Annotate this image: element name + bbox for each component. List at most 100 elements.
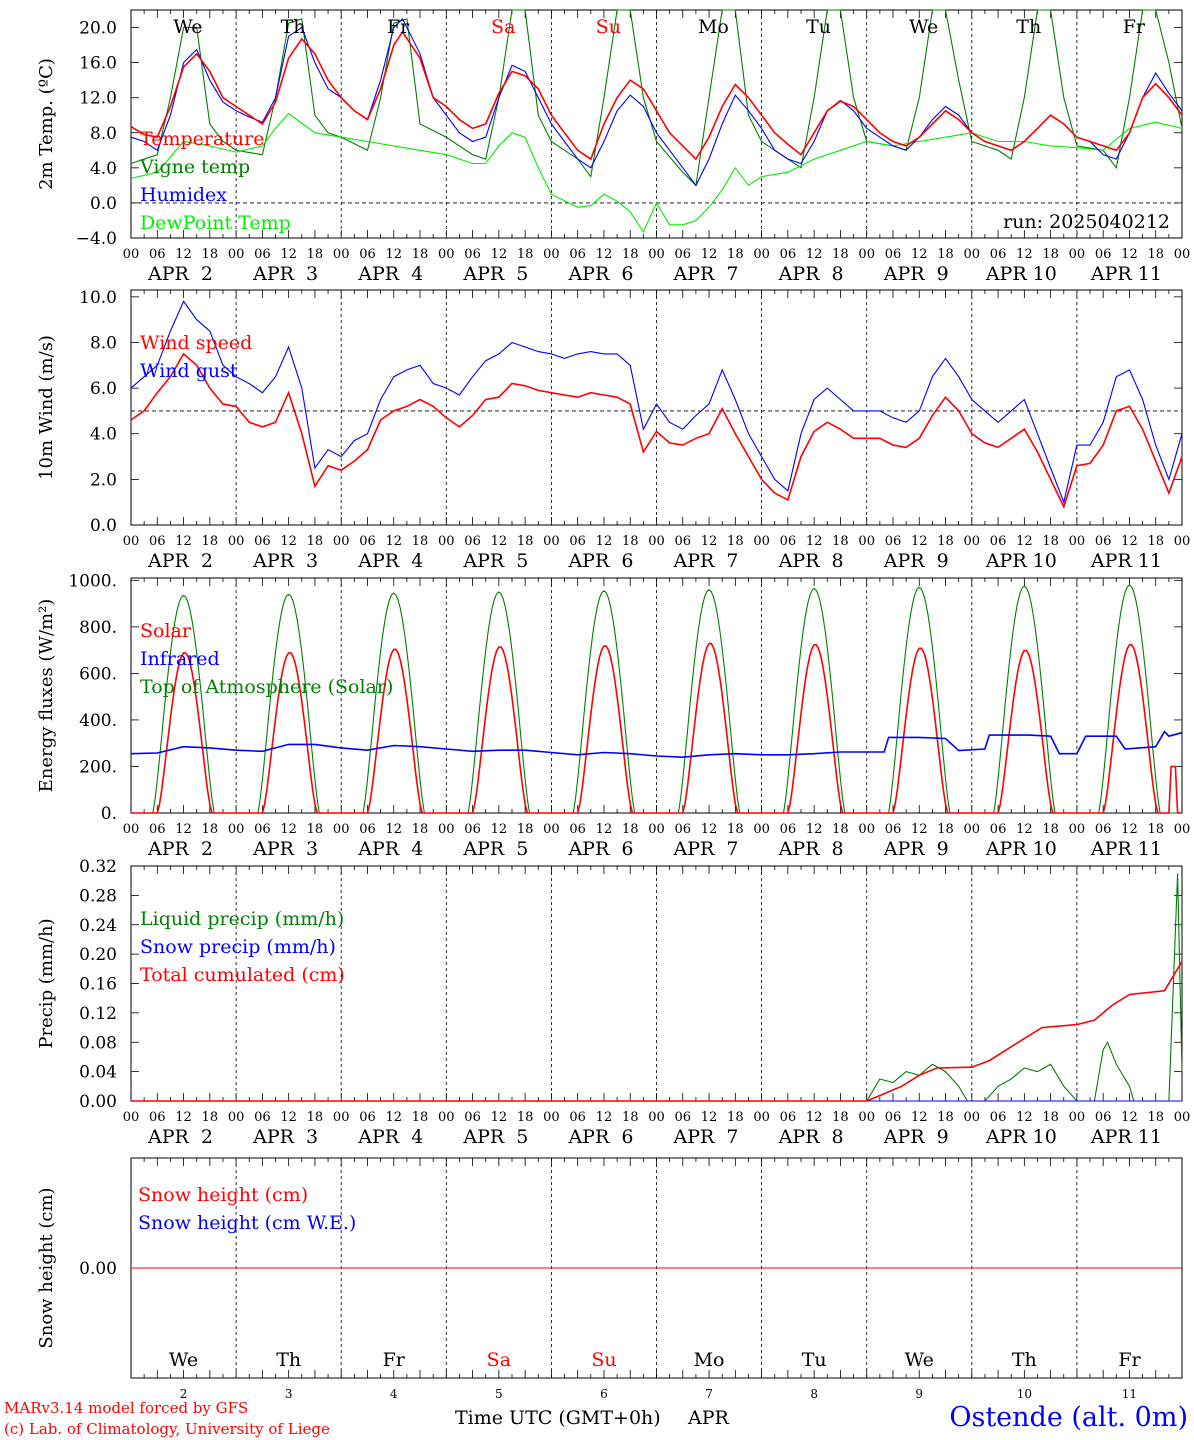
bottom-weekday-label: Fr (1118, 1349, 1141, 1371)
wind-y-tick-label: 0.0 (90, 516, 117, 536)
model-credit: MARv3.14 model forced by GFS (4, 1399, 248, 1417)
energy-x-tick-label: 00 (1069, 822, 1086, 837)
legend-wind-gust: Wind gust (140, 360, 238, 382)
bottom-weekday-label: We (169, 1349, 198, 1371)
wind-x-tick-label: 00 (1069, 534, 1086, 549)
bottom-day-number: 3 (285, 1387, 293, 1401)
wind-x-tick-label: 12 (1121, 534, 1138, 549)
precip-y-tick-label: 0.24 (79, 916, 117, 936)
temp-y-tick-label: 8.0 (90, 124, 117, 144)
wind-x-tick-label: 00 (228, 534, 245, 549)
temp-x-tick-label: 00 (333, 247, 350, 262)
wind-x-tick-label: 00 (333, 534, 350, 549)
energy-y-axis-label: Energy fluxes (W/m²) (36, 599, 57, 793)
wind-date-label: APR 11 (1090, 550, 1162, 572)
energy-x-tick-label: 00 (333, 822, 350, 837)
energy-date-label: APR 3 (252, 838, 318, 860)
wind-x-tick-label: 18 (1147, 534, 1164, 549)
temp-y-tick-label: 4.0 (90, 159, 117, 179)
temp-x-tick-label: 12 (1121, 247, 1138, 262)
energy-x-tick-label: 00 (858, 822, 875, 837)
snow-y-axis-label: Snow height (cm) (36, 1187, 57, 1348)
bottom-day-number: 2 (180, 1387, 188, 1401)
temp-x-tick-label: 06 (569, 247, 586, 262)
precip-y-tick-label: 0.28 (79, 886, 117, 906)
energy-x-tick-label: 18 (412, 822, 429, 837)
wind-x-tick-label: 06 (675, 534, 692, 549)
energy-x-tick-label: 00 (438, 822, 455, 837)
bottom-weekday-label: Fr (383, 1349, 406, 1371)
precip-x-tick-label: 12 (280, 1110, 297, 1125)
temp-y-tick-label: 12.0 (79, 89, 117, 109)
top-weekday-label: Th (1016, 16, 1041, 38)
wind-x-tick-label: 12 (280, 534, 297, 549)
precip-y-axis-label: Precip (mm/h) (36, 918, 57, 1048)
wind-x-tick-label: 18 (727, 534, 744, 549)
bottom-day-number: 10 (1017, 1387, 1032, 1401)
temp-x-tick-label: 18 (1042, 247, 1059, 262)
wind-x-tick-label: 18 (937, 534, 954, 549)
energy-x-tick-label: 12 (280, 822, 297, 837)
wind-date-label: APR 10 (985, 550, 1057, 572)
precip-date-label: APR 11 (1090, 1126, 1162, 1148)
temp-x-tick-label: 00 (753, 247, 770, 262)
wind-x-tick-label: 00 (1174, 534, 1191, 549)
precip-x-tick-label: 06 (675, 1110, 692, 1125)
energy-y-tick-label: 200. (79, 757, 117, 777)
energy-x-tick-label: 00 (543, 822, 560, 837)
temp-x-tick-label: 06 (149, 247, 166, 262)
top-weekday-label: Sa (491, 16, 515, 38)
precip-y-tick-label: 0.16 (79, 975, 117, 995)
temp-x-tick-label: 06 (359, 247, 376, 262)
energy-x-tick-label: 00 (964, 822, 981, 837)
temp-x-tick-label: 00 (543, 247, 560, 262)
precip-y-tick-label: 0.00 (79, 1092, 117, 1112)
wind-date-label: APR 9 (883, 550, 949, 572)
bottom-day-number: 9 (915, 1387, 923, 1401)
snow-y-tick-label: 0.00 (79, 1259, 117, 1279)
precip-y-tick-label: 0.08 (79, 1033, 117, 1053)
bottom-day-number: 8 (810, 1387, 818, 1401)
temp-x-tick-label: 06 (990, 247, 1007, 262)
energy-x-tick-label: 18 (622, 822, 639, 837)
temp-y-tick-label: 0.0 (90, 194, 117, 214)
precip-x-tick-label: 18 (622, 1110, 639, 1125)
temp-x-tick-label: 18 (832, 247, 849, 262)
precip-x-tick-label: 18 (727, 1110, 744, 1125)
series-line-wind-speed (130, 352, 1183, 509)
precip-x-tick-label: 06 (990, 1110, 1007, 1125)
top-weekday-label: Fr (1123, 16, 1146, 38)
precip-x-tick-label: 12 (911, 1110, 928, 1125)
temp-y-tick-label: −4.0 (76, 229, 117, 249)
temp-x-tick-label: 18 (937, 247, 954, 262)
top-weekday-label: Th (281, 16, 306, 38)
wind-x-tick-label: 00 (648, 534, 665, 549)
wind-x-tick-label: 18 (307, 534, 324, 549)
legend-solar: Solar (140, 620, 192, 642)
legend-temperature: Temperature (140, 128, 264, 150)
precip-x-tick-label: 06 (885, 1110, 902, 1125)
precip-x-tick-label: 00 (648, 1110, 665, 1125)
wind-y-axis-label: 10m Wind (m/s) (36, 335, 57, 480)
precip-x-tick-label: 00 (123, 1110, 140, 1125)
temp-x-tick-label: 00 (964, 247, 981, 262)
energy-x-tick-label: 18 (307, 822, 324, 837)
precip-x-tick-label: 18 (517, 1110, 534, 1125)
temp-x-tick-label: 06 (780, 247, 797, 262)
wind-x-tick-label: 12 (385, 534, 402, 549)
temp-x-tick-label: 06 (464, 247, 481, 262)
energy-x-tick-label: 12 (491, 822, 508, 837)
bottom-weekday-label: Tu (802, 1349, 827, 1371)
legend-liquid-precip-mm-h: Liquid precip (mm/h) (140, 908, 344, 930)
precip-x-tick-label: 18 (937, 1110, 954, 1125)
temp-x-tick-label: 18 (1147, 247, 1164, 262)
precip-x-tick-label: 00 (858, 1110, 875, 1125)
temp-x-tick-label: 18 (727, 247, 744, 262)
wind-x-tick-label: 12 (1016, 534, 1033, 549)
precip-x-tick-label: 12 (175, 1110, 192, 1125)
energy-date-label: APR 10 (985, 838, 1057, 860)
energy-x-tick-label: 00 (648, 822, 665, 837)
precip-x-tick-label: 18 (1042, 1110, 1059, 1125)
energy-x-tick-label: 18 (937, 822, 954, 837)
precip-x-tick-label: 00 (228, 1110, 245, 1125)
